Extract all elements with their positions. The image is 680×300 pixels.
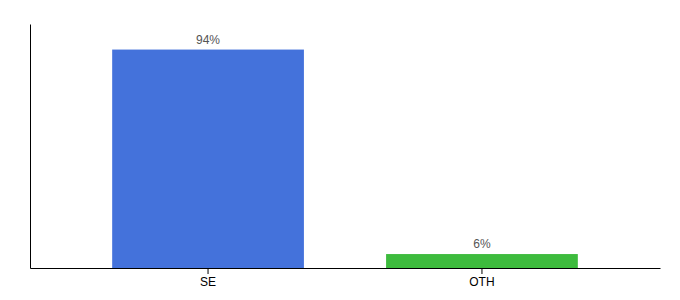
plot: SE OTH 94% 6%	[31, 25, 661, 289]
bars	[112, 50, 578, 268]
x-tick-mark	[208, 268, 209, 274]
x-tick-mark	[481, 268, 482, 274]
bar	[112, 50, 304, 268]
data-labels: 94% 6%	[196, 33, 491, 251]
bar	[386, 254, 578, 268]
data-label: 6%	[473, 237, 491, 251]
y-axis	[30, 25, 31, 269]
x-axis: SE OTH	[31, 268, 661, 289]
data-label: 94%	[196, 33, 220, 47]
chart: SE OTH 94% 6%	[0, 0, 680, 300]
x-tick-label: SE	[200, 275, 216, 289]
x-axis-line	[31, 268, 661, 269]
x-tick: OTH	[469, 268, 494, 289]
x-tick: SE	[200, 268, 216, 289]
x-tick-label: OTH	[469, 275, 494, 289]
y-axis-line	[30, 25, 31, 269]
